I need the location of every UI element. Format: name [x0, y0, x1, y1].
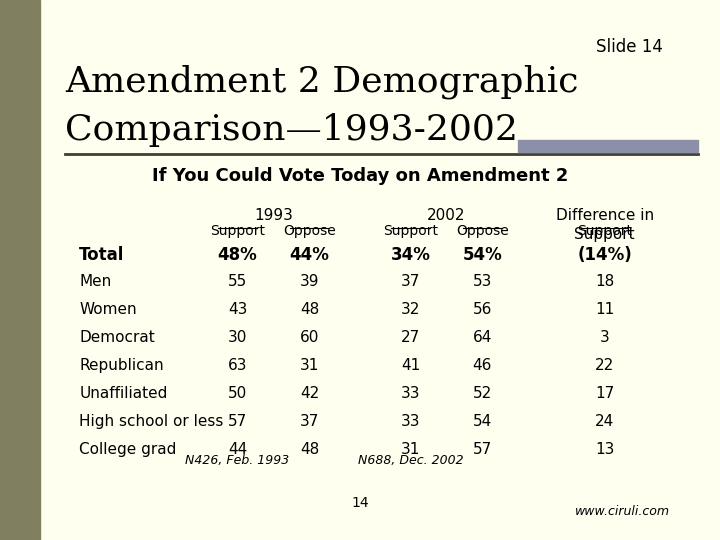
Text: www.ciruli.com: www.ciruli.com: [575, 505, 670, 518]
Text: 53: 53: [473, 274, 492, 289]
Text: Difference in
Support: Difference in Support: [556, 208, 654, 241]
Text: Support: Support: [210, 224, 265, 238]
Text: 31: 31: [300, 358, 319, 373]
Text: (14%): (14%): [577, 246, 632, 264]
Text: Oppose: Oppose: [283, 224, 336, 238]
Text: 22: 22: [595, 358, 614, 373]
Text: 41: 41: [401, 358, 420, 373]
Text: Unaffiliated: Unaffiliated: [79, 386, 168, 401]
Text: 27: 27: [401, 330, 420, 345]
Text: 31: 31: [401, 442, 420, 457]
Text: 14: 14: [351, 496, 369, 510]
Text: Support: Support: [383, 224, 438, 238]
Text: 56: 56: [473, 302, 492, 317]
Text: 39: 39: [300, 274, 320, 289]
Text: 30: 30: [228, 330, 247, 345]
Text: Amendment 2 Demographic: Amendment 2 Demographic: [65, 65, 578, 99]
Text: Total: Total: [79, 246, 125, 264]
Text: 13: 13: [595, 442, 614, 457]
Text: Oppose: Oppose: [456, 224, 509, 238]
Text: 2002: 2002: [427, 208, 466, 223]
Text: If You Could Vote Today on Amendment 2: If You Could Vote Today on Amendment 2: [152, 167, 568, 185]
Text: 37: 37: [300, 414, 319, 429]
Text: 33: 33: [400, 414, 420, 429]
Text: 1993: 1993: [254, 208, 293, 223]
Text: 52: 52: [473, 386, 492, 401]
Text: Slide 14: Slide 14: [595, 38, 662, 56]
Text: 37: 37: [401, 274, 420, 289]
Text: 24: 24: [595, 414, 614, 429]
Text: College grad: College grad: [79, 442, 176, 457]
Text: 48: 48: [300, 442, 319, 457]
Text: Support: Support: [577, 224, 632, 238]
Text: 32: 32: [401, 302, 420, 317]
Text: Women: Women: [79, 302, 137, 317]
Text: Comparison—1993-2002: Comparison—1993-2002: [65, 113, 518, 147]
Text: 57: 57: [473, 442, 492, 457]
Text: 44: 44: [228, 442, 247, 457]
Text: 55: 55: [228, 274, 247, 289]
Text: 33: 33: [400, 386, 420, 401]
Text: 54%: 54%: [462, 246, 503, 264]
Text: N688, Dec. 2002: N688, Dec. 2002: [358, 454, 463, 467]
Text: 17: 17: [595, 386, 614, 401]
Text: 54: 54: [473, 414, 492, 429]
Text: Republican: Republican: [79, 358, 164, 373]
Text: Democrat: Democrat: [79, 330, 155, 345]
Text: 63: 63: [228, 358, 248, 373]
Text: 48: 48: [300, 302, 319, 317]
Text: 44%: 44%: [289, 246, 330, 264]
Text: 46: 46: [473, 358, 492, 373]
Text: 60: 60: [300, 330, 319, 345]
Text: 34%: 34%: [390, 246, 431, 264]
Text: 3: 3: [600, 330, 610, 345]
Text: 18: 18: [595, 274, 614, 289]
Text: High school or less: High school or less: [79, 414, 224, 429]
Text: 48%: 48%: [217, 246, 258, 264]
Text: 43: 43: [228, 302, 247, 317]
Text: 50: 50: [228, 386, 247, 401]
Text: 64: 64: [473, 330, 492, 345]
Text: 42: 42: [300, 386, 319, 401]
Text: N426, Feb. 1993: N426, Feb. 1993: [186, 454, 289, 467]
Text: Men: Men: [79, 274, 112, 289]
Text: 57: 57: [228, 414, 247, 429]
Text: 11: 11: [595, 302, 614, 317]
